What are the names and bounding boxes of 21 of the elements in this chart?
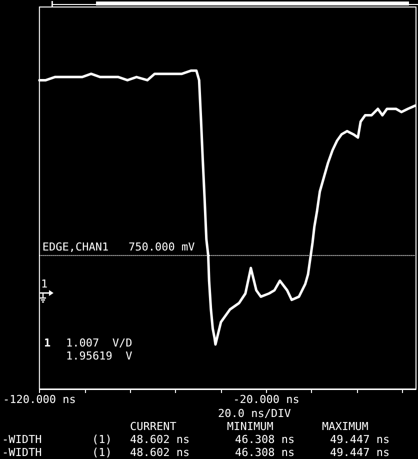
text: MINIMUM [227,420,274,433]
annotation: 1.95619 V [66,350,133,362]
text: MAXIMUM [322,420,369,433]
text: 20.0 ns/DIV [218,407,292,420]
text: -WIDTH [2,433,42,446]
text: 49.447 ns [330,433,390,446]
ref-line-label: EDGE,CHAN1 750.000 mV [42,240,196,254]
text: (1) [92,433,112,446]
annotation: 1 [41,278,48,290]
text: (1) [92,446,112,459]
text: 48.602 ns [130,446,190,459]
x-tick-label: -20.000 ns [233,393,300,406]
text: 46.308 ns [235,446,295,459]
text: CURRENT [130,420,177,433]
text: -WIDTH [2,446,42,459]
text: 49.447 ns [330,446,390,459]
text: 48.602 ns [130,433,190,446]
annotation: 1 [44,336,51,350]
text: 46.308 ns [235,433,295,446]
x-tick-label: -120.000 ns [2,393,76,406]
annotation: 1.007 V/D [66,336,132,350]
